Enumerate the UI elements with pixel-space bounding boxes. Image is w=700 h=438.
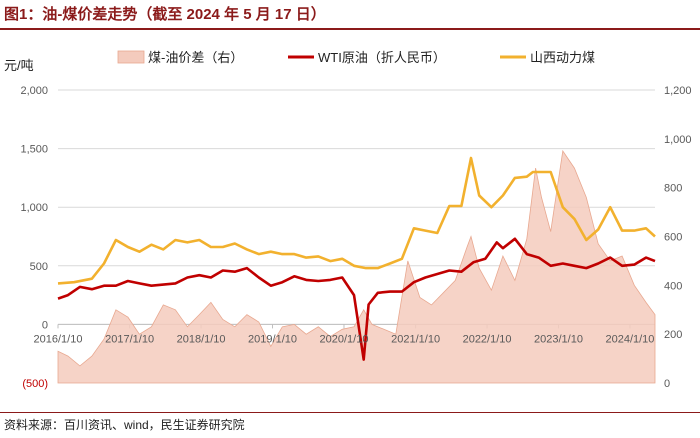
series-0-area <box>57 149 656 384</box>
series-1-line <box>57 237 656 361</box>
x-tick-label: 2017/1/10 <box>105 333 154 345</box>
x-axis-ticks: 2016/1/10 2017/1/10 2018/1/10 2019/1/10 2020… <box>34 333 655 345</box>
left-tick-label: 1,500 <box>20 144 48 156</box>
chart-area: 2,000 1,500 1,000 500 0 (500) 1,200 1,000 800 60… <box>4 50 692 390</box>
legend-label: WTI原油（折人民币） <box>318 50 446 65</box>
area-series-layer <box>57 149 656 384</box>
right-tick-label: 0 <box>664 378 670 390</box>
figure-title: 图1：油-煤价差走势（截至 2024 年 5 月 17 日） <box>4 6 326 23</box>
legend-label: 煤-油价差（右） <box>148 50 243 65</box>
x-tick-label: 2023/1/10 <box>534 333 583 345</box>
right-tick-label: 600 <box>664 232 682 244</box>
x-tick-label: 2018/1/10 <box>177 333 226 345</box>
right-tick-label: 400 <box>664 280 682 292</box>
source-divider <box>0 412 700 413</box>
right-tick-label: 1,200 <box>664 85 692 97</box>
left-tick-label: 0 <box>42 319 48 331</box>
left-axis-unit: 元/吨 <box>4 58 34 73</box>
legend: 煤-油价差（右） WTI原油（折人民币） 山西动力煤 <box>117 50 595 65</box>
line-series-layer <box>57 156 656 361</box>
series-2-line <box>57 156 656 285</box>
x-tick-label: 2020/1/10 <box>320 333 369 345</box>
title-bar <box>0 0 700 30</box>
x-tick-label: 2022/1/10 <box>463 333 512 345</box>
left-axis-ticks: 2,000 1,500 1,000 500 0 (500) <box>20 85 48 390</box>
right-tick-label: 1,000 <box>664 134 692 146</box>
x-tick-label: 2019/1/10 <box>248 333 297 345</box>
left-tick-label: (500) <box>22 378 48 390</box>
left-tick-label: 1,000 <box>20 202 48 214</box>
left-tick-label: 2,000 <box>20 85 48 97</box>
x-tick-label: 2024/1/10 <box>605 333 654 345</box>
right-tick-label: 200 <box>664 329 682 341</box>
left-tick-label: 500 <box>30 261 48 273</box>
x-tick-label: 2021/1/10 <box>391 333 440 345</box>
right-axis-ticks: 1,200 1,000 800 600 400 200 0 <box>664 85 692 390</box>
x-tick-label: 2016/1/10 <box>34 333 83 345</box>
source-note: 资料来源：百川资讯、wind，民生证券研究院 <box>4 418 245 432</box>
legend-label: 山西动力煤 <box>530 50 595 65</box>
legend-swatch-area <box>117 50 145 64</box>
right-tick-label: 800 <box>664 183 682 195</box>
